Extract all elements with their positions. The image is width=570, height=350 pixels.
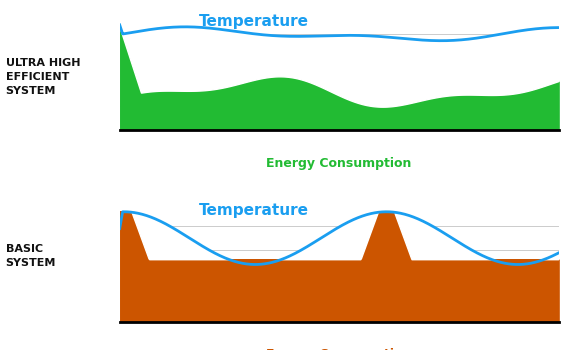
Text: Temperature: Temperature [199,203,309,218]
Text: Energy Consumption: Energy Consumption [266,157,412,170]
Text: ULTRA HIGH
EFFICIENT
SYSTEM: ULTRA HIGH EFFICIENT SYSTEM [6,58,80,96]
Text: Temperature: Temperature [199,14,309,29]
Text: Energy Consumption: Energy Consumption [266,348,412,350]
Text: BASIC
SYSTEM: BASIC SYSTEM [6,244,56,267]
